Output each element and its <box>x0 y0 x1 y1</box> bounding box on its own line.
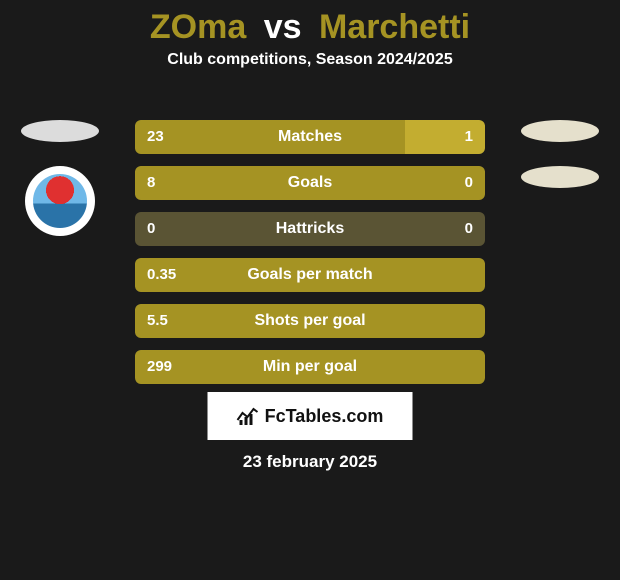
date-text: 23 february 2025 <box>0 452 620 472</box>
stat-row: 80Goals <box>135 166 485 200</box>
avatar-col-left <box>10 120 110 236</box>
bars-area: 231Matches 80Goals 00Hattricks 0.35Goals pe… <box>135 120 485 396</box>
stat-label: Min per goal <box>135 350 485 384</box>
logo-box: FcTables.com <box>208 392 413 440</box>
stat-label: Shots per goal <box>135 304 485 338</box>
comparison-card: ZOma vs Marchetti Club competitions, Sea… <box>0 0 620 580</box>
stat-label: Goals per match <box>135 258 485 292</box>
subtitle: Club competitions, Season 2024/2025 <box>0 51 620 85</box>
club-badge-icon <box>33 174 87 228</box>
avatar-placeholder-left <box>21 120 99 142</box>
stat-row: 231Matches <box>135 120 485 154</box>
stat-row: 00Hattricks <box>135 212 485 246</box>
stat-row: 0.35Goals per match <box>135 258 485 292</box>
club-badge-left <box>25 166 95 236</box>
avatar-placeholder-right-2 <box>521 166 599 188</box>
avatar-placeholder-right-1 <box>521 120 599 142</box>
stat-label: Hattricks <box>135 212 485 246</box>
logo-text: FcTables.com <box>265 406 384 427</box>
title-player2: Marchetti <box>319 8 470 46</box>
stat-label: Matches <box>135 120 485 154</box>
title-player1: ZOma <box>150 8 246 46</box>
avatar-col-right <box>510 120 610 212</box>
logo-chart-icon <box>237 406 259 426</box>
stat-label: Goals <box>135 166 485 200</box>
page-title: ZOma vs Marchetti <box>0 0 620 51</box>
stat-row: 5.5Shots per goal <box>135 304 485 338</box>
stat-row: 299Min per goal <box>135 350 485 384</box>
title-vs: vs <box>264 8 302 46</box>
